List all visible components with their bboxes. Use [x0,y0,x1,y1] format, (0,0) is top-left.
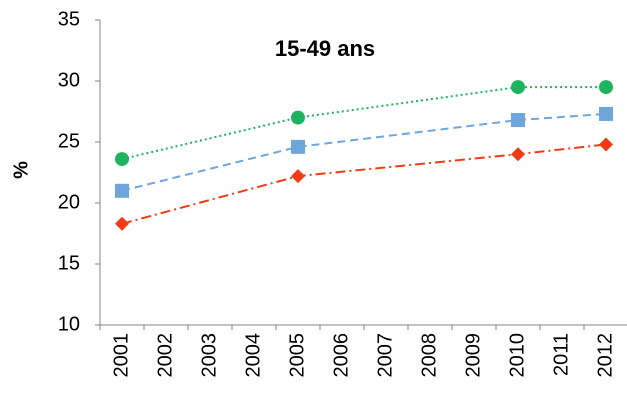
y-tick-label: 35 [58,8,80,30]
marker [291,139,305,154]
x-tick-label: 2001 [110,333,132,378]
marker [599,80,613,95]
y-tick-label: 25 [58,130,80,152]
y-tick-label: 20 [58,191,80,213]
x-tick-label: 2004 [242,333,264,378]
series-line [121,143,607,225]
x-tick-label: 2002 [154,333,176,378]
x-tick-label: 2003 [198,333,220,378]
x-tick-label: 2012 [594,333,616,378]
marker [115,216,129,231]
chart-title: 15-49 ans [275,36,375,61]
marker [511,147,525,162]
x-tick-label: 2006 [330,333,352,378]
series-line [121,86,606,161]
x-tick-label: 2005 [286,333,308,378]
y-axis-label: % [10,161,32,179]
marker [115,152,129,167]
x-tick-label: 2011 [550,333,572,376]
marker [599,137,613,152]
y-tick-label: 10 [58,313,80,335]
marker [511,113,525,128]
y-tick-label: 30 [58,69,80,91]
x-tick-label: 2008 [418,333,440,378]
marker [511,80,525,95]
marker [291,110,305,125]
marker [291,169,305,184]
y-tick-label: 15 [58,252,80,274]
marker [599,106,613,121]
series-line [121,112,607,192]
x-tick-label: 2009 [462,333,484,378]
x-tick-label: 2007 [374,333,396,378]
x-tick-label: 2010 [506,333,528,378]
marker [115,183,129,198]
